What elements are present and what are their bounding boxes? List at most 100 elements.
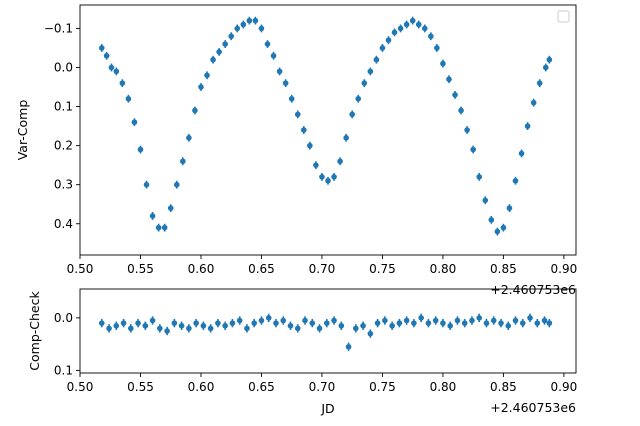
top-data-point: [216, 47, 222, 56]
top-data-point: [143, 180, 150, 189]
bottom-data-point: [447, 321, 453, 330]
top-data-point: [403, 20, 410, 29]
top-data-point: [415, 20, 422, 29]
top-data-point: [452, 90, 458, 99]
bottom-data-point: [316, 324, 323, 333]
top-data-point: [294, 110, 301, 119]
top-data-point: [488, 215, 495, 224]
top-data-point: [518, 149, 525, 158]
bottom-xtick-label: 0.50: [67, 380, 94, 394]
bottom-data-point: [207, 324, 214, 333]
top-data-point: [506, 204, 513, 213]
bottom-data-point: [215, 318, 221, 328]
top-ytick-label: 0.2: [54, 139, 73, 153]
bottom-data-point: [251, 318, 258, 328]
top-xtick-label: 0.55: [127, 262, 154, 276]
top-data-point: [331, 172, 337, 181]
top-data-point: [264, 40, 271, 48]
bottom-data-point: [193, 318, 199, 328]
bottom-xtick-label: 0.65: [248, 380, 275, 394]
top-data-point: [482, 196, 489, 205]
top-xtick-label: 0.90: [551, 262, 578, 276]
top-data-point: [98, 44, 105, 52]
bottom-data-point: [178, 321, 185, 330]
top-xtick-label: 0.50: [67, 262, 94, 276]
bottom-y-ticks: 0.0 0.1: [54, 311, 80, 377]
bottom-xtick-label: 0.80: [430, 380, 457, 394]
top-data-point: [546, 55, 553, 64]
top-data-point: [192, 106, 198, 115]
bottom-data-point: [142, 321, 149, 330]
bottom-data-point: [273, 318, 279, 328]
bottom-data-point: [309, 318, 316, 328]
top-data-point: [494, 227, 501, 236]
top-data-point: [234, 24, 241, 33]
top-ytick-label: 0.0: [54, 61, 73, 75]
bottom-data-point: [186, 324, 192, 333]
bottom-xtick-label: 0.90: [551, 380, 578, 394]
bottom-data-point: [519, 318, 526, 328]
top-data-point: [307, 141, 313, 150]
bottom-data-point: [229, 318, 236, 328]
bottom-axes-frame: [79, 288, 577, 374]
bottom-data-point: [106, 324, 112, 333]
top-data-point: [137, 145, 144, 154]
bottom-data-point: [113, 321, 120, 330]
top-data-point: [149, 212, 156, 220]
top-data-point: [288, 94, 295, 103]
top-data-point: [476, 172, 483, 181]
top-data-point: [240, 20, 247, 29]
top-data-point: [337, 157, 343, 166]
top-y-ticks: −0.1 0.0 0.1 0.2 0.3 0.4: [44, 21, 80, 231]
bottom-x-axis-label: JD: [320, 401, 334, 416]
bottom-ytick-label: 0.0: [54, 311, 73, 325]
top-x-ticks: 0.50 0.55 0.60 0.65 0.70 0.75 0.80 0.85 0.90: [67, 255, 578, 276]
top-data-point: [446, 75, 452, 84]
top-data-point: [391, 28, 398, 37]
top-data-point: [119, 79, 126, 88]
top-xtick-label: 0.65: [248, 262, 275, 276]
top-data-point: [258, 24, 265, 33]
top-data-point: [343, 133, 349, 142]
bottom-xtick-label: 0.70: [309, 380, 336, 394]
top-data-point: [409, 16, 416, 25]
top-xtick-label: 0.60: [188, 262, 215, 276]
top-data-point: [319, 172, 325, 181]
top-data-point: [113, 67, 120, 76]
bottom-data-point: [541, 316, 548, 325]
bottom-data-point: [135, 318, 141, 328]
bottom-data-point: [389, 321, 395, 330]
top-data-points: [98, 16, 553, 236]
top-ytick-label: 0.3: [54, 178, 73, 192]
bottom-data-point: [476, 313, 483, 323]
bottom-data-point: [200, 321, 207, 330]
top-data-point: [125, 94, 132, 103]
bottom-data-point: [396, 318, 403, 328]
bottom-data-points: [98, 313, 553, 351]
bottom-data-point: [258, 316, 265, 325]
bottom-data-point: [222, 321, 228, 330]
bottom-data-point: [331, 316, 337, 325]
top-data-point: [246, 16, 253, 25]
top-data-point: [470, 145, 476, 154]
top-panel: 0.50 0.55 0.60 0.65 0.70 0.75 0.80 0.85 0.90 −0.…: [15, 4, 578, 297]
top-data-point: [367, 67, 374, 76]
top-data-point: [108, 63, 115, 72]
bottom-data-point: [353, 324, 359, 333]
top-data-point: [270, 51, 277, 60]
bottom-data-point: [149, 316, 156, 325]
top-data-point: [204, 71, 210, 80]
bottom-data-point: [374, 318, 381, 328]
bottom-data-point: [527, 313, 533, 323]
top-x-offset-label: +2.460753e6: [490, 282, 576, 297]
bottom-data-point: [483, 318, 490, 328]
top-data-point: [155, 223, 162, 232]
top-data-point: [301, 126, 307, 134]
bottom-data-point: [244, 324, 250, 333]
top-data-point: [186, 133, 192, 142]
bottom-data-point: [469, 316, 475, 325]
top-data-point: [524, 122, 531, 130]
top-data-point: [103, 51, 110, 60]
top-data-point: [355, 94, 362, 103]
bottom-data-point: [236, 316, 243, 325]
